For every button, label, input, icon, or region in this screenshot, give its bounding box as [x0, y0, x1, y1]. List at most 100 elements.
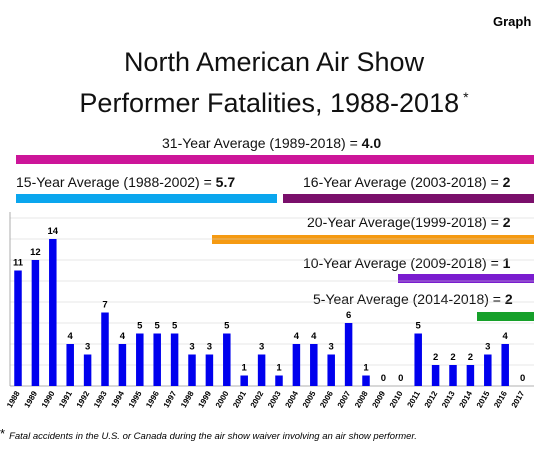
tick-label-1988: 1988 [5, 389, 22, 409]
bar-1992 [83, 354, 92, 386]
value-label-1994: 4 [120, 331, 126, 342]
tick-label-1989: 1989 [22, 389, 39, 409]
avg-16-label: 16-Year Average (2003-2018) = 2 [303, 174, 510, 190]
value-label-1995: 5 [137, 321, 143, 332]
tick-label-1992: 1992 [75, 389, 92, 409]
value-label-1992: 3 [85, 342, 90, 353]
bar-1997 [170, 333, 179, 386]
bar-2000 [223, 333, 231, 386]
value-label-1989: 12 [30, 247, 41, 258]
tick-label-2015: 2015 [475, 389, 492, 409]
bar-1999 [205, 354, 214, 386]
bar-2003 [275, 375, 283, 386]
value-label-1988: 11 [13, 258, 24, 269]
tick-label-1995: 1995 [127, 389, 144, 409]
bar-1995 [136, 333, 144, 386]
bar-2014 [466, 365, 475, 386]
value-label-2004: 4 [294, 331, 300, 342]
bar-1988 [14, 270, 22, 386]
value-label-2000: 5 [224, 321, 230, 332]
bar-2013 [449, 365, 457, 386]
value-label-2009: 0 [381, 373, 386, 384]
bar-1993 [101, 312, 109, 386]
bar-2008 [362, 375, 370, 386]
bar-2015 [484, 354, 492, 386]
tick-label-2012: 2012 [423, 389, 440, 409]
value-label-2006: 3 [329, 342, 334, 353]
avg-15-text: 15-Year Average (1988-2002) = [16, 174, 216, 190]
value-label-2017: 0 [520, 373, 525, 384]
avg-15-value: 5.7 [215, 174, 236, 190]
tick-label-1991: 1991 [57, 389, 74, 409]
avg-10-value: 1 [502, 255, 511, 271]
bar-2016 [501, 344, 509, 386]
tick-label-2005: 2005 [301, 389, 318, 409]
tick-label-2009: 2009 [370, 389, 387, 409]
value-label-2015: 3 [485, 342, 490, 353]
tick-label-2002: 2002 [249, 389, 266, 409]
chart-title-line1: North American Air Show [0, 45, 534, 79]
value-label-2008: 1 [363, 363, 369, 374]
avg-5-text: 5-Year Average (2014-2018) = [313, 291, 505, 307]
footnote: * Fatal accidents in the U.S. or Canada d… [0, 426, 417, 442]
avg-5-label: 5-Year Average (2014-2018) = 2 [313, 291, 513, 307]
avg-31-bar [16, 155, 534, 164]
bar-1991 [66, 344, 74, 386]
avg-16-bar [283, 194, 534, 203]
avg-10-label: 10-Year Average (2009-2018) = 1 [303, 255, 510, 271]
value-label-2016: 4 [503, 331, 509, 342]
avg-5-bar [477, 312, 534, 321]
tick-label-1990: 1990 [40, 389, 57, 409]
bar-2004 [292, 344, 301, 386]
value-label-1997: 5 [172, 321, 178, 332]
bar-2001 [240, 375, 248, 386]
avg-20-value: 2 [502, 214, 511, 230]
tick-label-2016: 2016 [492, 389, 509, 409]
value-label-2001: 1 [242, 363, 248, 374]
tick-label-2003: 2003 [266, 389, 283, 409]
bar-2007 [344, 323, 353, 386]
tick-label-1997: 1997 [162, 389, 179, 409]
value-label-2003: 1 [276, 363, 282, 374]
avg-31-label: 31-Year Average (1989-2018) = 4.0 [162, 135, 381, 151]
value-label-2014: 2 [468, 352, 473, 363]
avg-31-text: 31-Year Average (1989-2018) = [162, 135, 362, 151]
avg-15-label: 15-Year Average (1988-2002) = 5.7 [16, 174, 235, 190]
title-asterisk: * [463, 89, 469, 105]
bar-2005 [310, 344, 318, 386]
tick-label-1998: 1998 [179, 389, 196, 409]
chart-title-line2: Performer Fatalities, 1988-2018 * [0, 80, 534, 120]
avg-20-bar [212, 235, 534, 244]
avg-31-value: 4.0 [361, 135, 382, 151]
bar-2006 [327, 354, 335, 386]
avg-10-text: 10-Year Average (2009-2018) = [303, 255, 503, 271]
tick-label-2017: 2017 [510, 389, 527, 409]
tick-label-2010: 2010 [388, 389, 405, 409]
tick-label-1996: 1996 [144, 389, 161, 409]
tick-label-1994: 1994 [109, 389, 126, 409]
footnote-text: Fatal accidents in the U.S. or Canada du… [9, 431, 417, 442]
tick-label-1999: 1999 [196, 389, 213, 409]
tick-label-2011: 2011 [405, 389, 422, 409]
bar-1989 [31, 260, 40, 386]
value-label-1991: 4 [68, 331, 74, 342]
footnote-asterisk: * [0, 426, 6, 441]
tick-label-2013: 2013 [440, 389, 457, 409]
value-label-2011: 5 [416, 321, 422, 332]
avg-16-text: 16-Year Average (2003-2018) = [303, 174, 503, 190]
value-label-2002: 3 [259, 342, 264, 353]
tick-label-2006: 2006 [318, 389, 335, 409]
avg-16-value: 2 [502, 174, 511, 190]
tick-label-2001: 2001 [231, 389, 248, 409]
value-label-1998: 3 [189, 342, 194, 353]
avg-5-value: 2 [504, 291, 513, 307]
value-label-1993: 7 [102, 300, 107, 311]
tick-label-1993: 1993 [92, 389, 109, 409]
tick-label-2014: 2014 [457, 389, 474, 409]
bar-2011 [414, 333, 422, 386]
value-label-1990: 14 [48, 226, 59, 237]
bar-2012 [431, 365, 440, 386]
corner-label: Graph [493, 14, 532, 29]
value-label-2010: 0 [398, 373, 403, 384]
title-line1-text: North American Air Show [123, 47, 425, 77]
